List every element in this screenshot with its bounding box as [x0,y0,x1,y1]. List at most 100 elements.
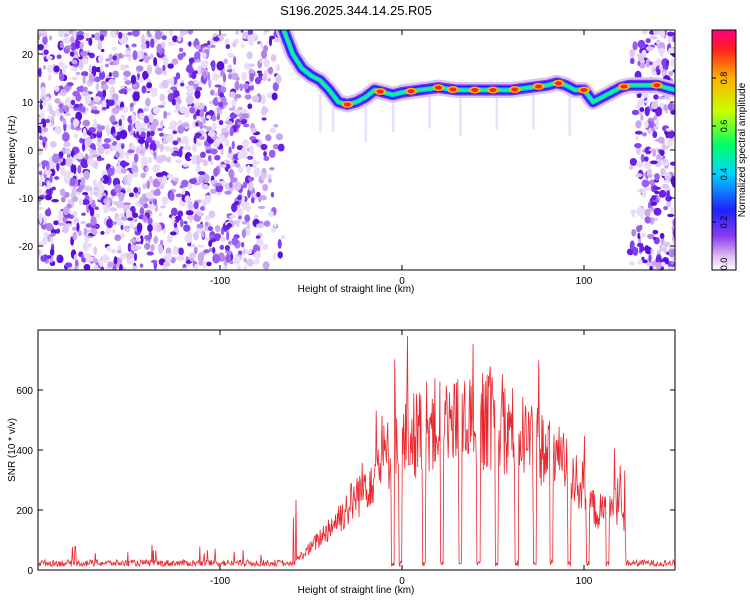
ridge-hotspot-peak [489,88,497,92]
noise-speck [169,192,175,202]
noise-speck [141,85,147,94]
noise-speck [224,190,232,195]
noise-speck [38,202,42,206]
noise-speck [50,232,56,237]
noise-speck [229,126,234,137]
noise-speck [88,196,93,204]
noise-speck [184,145,192,151]
noise-speck [155,172,164,178]
noise-speck [246,51,253,60]
noise-speck [203,249,210,254]
noise-speck [73,127,82,131]
noise-speck [89,153,94,160]
noise-speck [187,80,195,86]
noise-speck [125,252,134,260]
noise-speck [178,247,184,256]
noise-speck [118,149,125,159]
noise-speck [636,53,641,59]
noise-speck [162,64,166,72]
noise-speck [244,93,252,100]
noise-speck [93,96,102,102]
noise-speck [259,195,267,201]
noise-speck [150,259,158,264]
noise-speck [231,72,239,81]
noise-speck [251,197,255,204]
noise-speck [631,229,637,237]
noise-speck [97,145,105,155]
noise-speck [97,43,103,50]
noise-speck [108,96,113,100]
noise-speck [82,242,90,252]
noise-speck [184,195,191,203]
noise-speck [211,61,216,72]
noise-speck [88,64,92,73]
noise-speck [112,46,117,51]
noise-speck [644,247,648,251]
noise-speck [145,166,149,173]
noise-speck [186,215,195,221]
noise-speck [659,30,666,38]
noise-speck [42,118,47,129]
noise-speck [107,261,113,268]
noise-speck [163,56,169,67]
noise-speck [120,232,125,239]
noise-speck [180,267,188,270]
noise-speck [99,125,105,131]
noise-speck [256,191,261,198]
spectrogram-ylabel: Frequency (Hz) [7,116,18,185]
noise-speck [45,118,51,124]
noise-speck [133,187,139,194]
noise-speck [64,30,69,34]
noise-speck [65,170,72,180]
noise-speck [127,124,132,133]
noise-speck [650,201,658,206]
ridge-hotspot-peak [555,81,563,86]
noise-speck [38,30,42,34]
noise-speck [187,200,194,211]
noise-speck [61,65,66,75]
noise-speck [225,250,233,255]
noise-speck [275,64,281,72]
noise-speck [130,238,137,244]
noise-speck [229,181,233,189]
noise-speck [646,120,654,130]
snr-series-line [38,335,675,568]
noise-speck [70,150,75,158]
noise-speck [101,106,107,111]
noise-speck [84,95,92,105]
noise-speck [143,54,150,64]
noise-speck [643,156,649,162]
noise-speck [641,132,648,137]
noise-speck [204,215,211,221]
noise-speck [663,205,669,211]
noise-speck [197,156,201,166]
noise-speck [70,76,78,81]
noise-speck [218,101,224,108]
noise-speck [146,129,151,139]
noise-speck [243,123,250,128]
noise-speck [49,105,53,115]
noise-speck [146,251,154,256]
noise-speck [112,140,118,147]
noise-speck [166,134,174,143]
noise-speck [80,106,86,113]
noise-speck [639,61,646,69]
noise-speck [277,251,283,259]
noise-speck [207,71,211,81]
noise-speck [207,131,216,137]
noise-speck [109,115,116,123]
noise-speck [249,136,256,141]
noise-speck [107,99,115,107]
y-tick-label: 20 [22,50,34,61]
noise-speck [212,73,220,81]
noise-speck [131,43,137,48]
noise-speck [263,30,270,33]
noise-speck [193,113,197,120]
noise-speck [174,109,178,113]
noise-speck [73,103,80,109]
noise-speck [47,64,53,74]
noise-speck [647,233,655,240]
noise-speck [49,140,57,148]
noise-speck [48,123,54,127]
noise-speck [634,142,642,149]
